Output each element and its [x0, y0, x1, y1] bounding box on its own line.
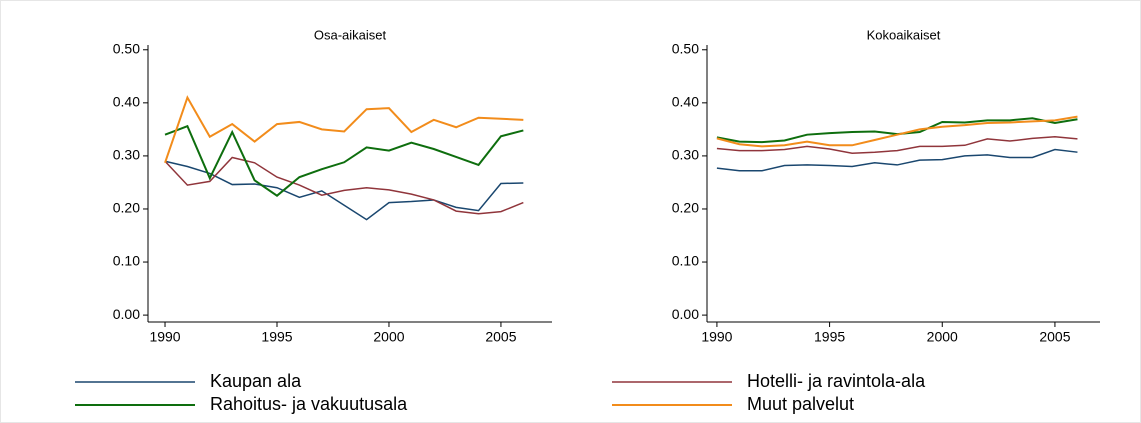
- x-tick-label: 2000: [927, 329, 958, 345]
- y-tick-label: 0.50: [113, 40, 140, 56]
- y-tick-label: 0.10: [113, 253, 140, 269]
- series-line: [164, 124, 524, 197]
- series-line: [716, 136, 1078, 155]
- x-tick-label: 2005: [1039, 329, 1070, 345]
- legend-label: Muut palvelut: [747, 394, 854, 414]
- x-tick-label: 2000: [373, 329, 404, 345]
- series-line: [716, 148, 1078, 172]
- y-tick-label: 0.30: [672, 147, 699, 163]
- y-tick-label: 0.00: [672, 306, 699, 322]
- x-tick-label: 1995: [261, 329, 292, 345]
- y-tick-label: 0.40: [672, 94, 699, 110]
- x-tick-label: 2005: [485, 329, 516, 345]
- y-tick-label: 0.20: [113, 200, 140, 216]
- y-tick-label: 0.00: [113, 306, 140, 322]
- legend-label: Kaupan ala: [210, 371, 302, 391]
- y-tick-label: 0.10: [672, 253, 699, 269]
- legend-label: Rahoitus- ja vakuutusala: [210, 394, 408, 414]
- y-tick-label: 0.40: [113, 94, 140, 110]
- x-tick-label: 1995: [814, 329, 845, 345]
- legend-label: Hotelli- ja ravintola-ala: [747, 371, 926, 391]
- x-tick-label: 1990: [149, 329, 180, 345]
- series-line: [164, 95, 524, 164]
- panel-title: Kokoaikaiset: [867, 27, 941, 42]
- series-line: [716, 115, 1078, 148]
- series-line: [164, 160, 524, 221]
- y-tick-label: 0.20: [672, 200, 699, 216]
- y-tick-label: 0.50: [672, 40, 699, 56]
- x-tick-label: 1990: [701, 329, 732, 345]
- y-tick-label: 0.30: [113, 147, 140, 163]
- series-line: [164, 156, 524, 215]
- panel-title: Osa-aikaiset: [314, 27, 387, 42]
